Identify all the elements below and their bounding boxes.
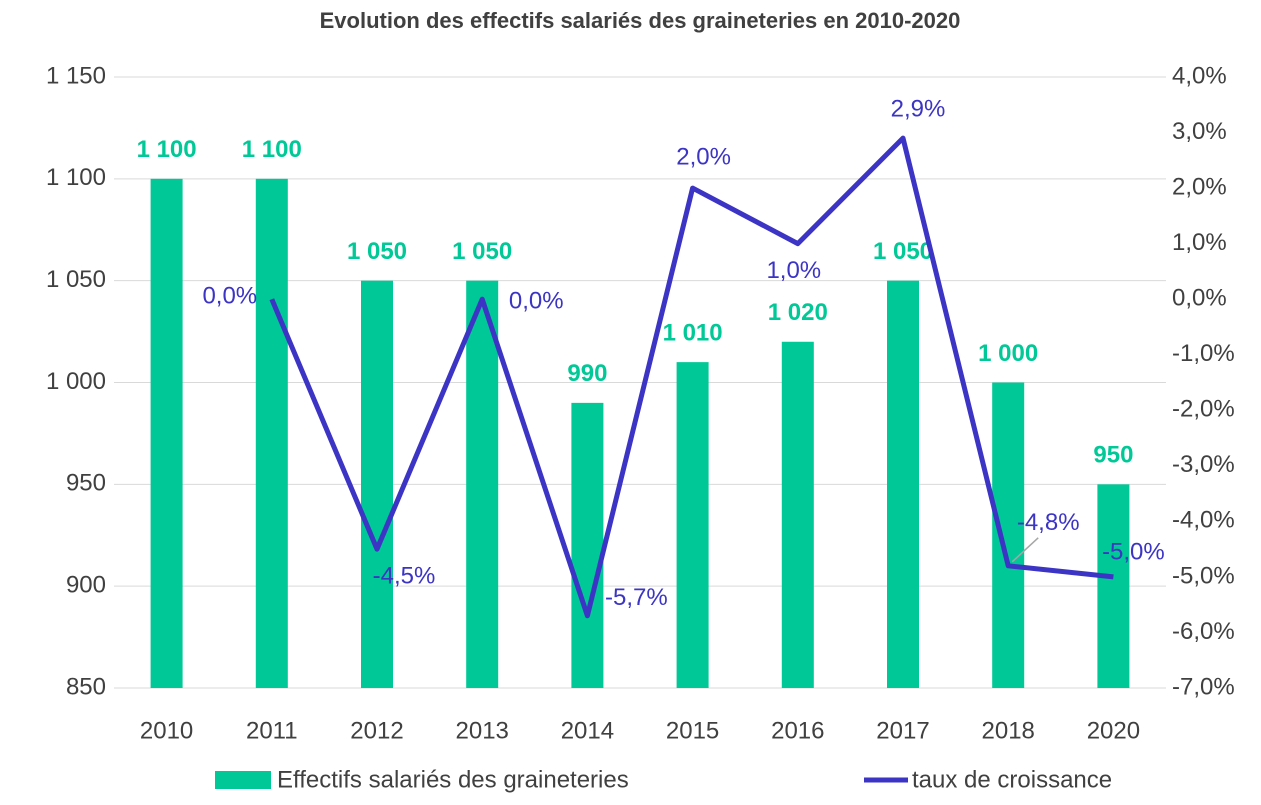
- bar: [887, 280, 919, 688]
- line-value-label: 1,0%: [766, 257, 821, 284]
- line-value-label: -5,7%: [605, 584, 668, 611]
- x-tick-label: 2015: [666, 717, 719, 744]
- y-tick-label: 1 100: [46, 164, 106, 191]
- y-tick-label: 1 150: [46, 62, 106, 89]
- chart-title: Evolution des effectifs salariés des gra…: [320, 8, 961, 33]
- line-value-label: 2,0%: [676, 143, 731, 170]
- bar-value-label: 1 050: [347, 238, 407, 265]
- y-tick-label: 850: [66, 673, 106, 700]
- bar: [361, 280, 393, 688]
- y2-tick-label: -5,0%: [1172, 562, 1235, 589]
- bar-value-label: 1 010: [663, 319, 723, 346]
- y2-tick-label: -1,0%: [1172, 340, 1235, 367]
- line-value-label: 2,9%: [891, 95, 946, 122]
- line-value-label: -4,8%: [1017, 509, 1080, 536]
- x-tick-label: 2010: [140, 717, 193, 744]
- bar: [466, 280, 499, 688]
- x-tick-label: 2017: [876, 717, 929, 744]
- x-tick-label: 2013: [456, 717, 509, 744]
- bar-value-label: 950: [1093, 442, 1133, 469]
- x-tick-label: 2012: [350, 717, 403, 744]
- y2-tick-label: -4,0%: [1172, 507, 1235, 534]
- bar-value-label: 1 020: [768, 299, 828, 326]
- bar-value-label: 1 050: [452, 238, 512, 265]
- y2-tick-label: -2,0%: [1172, 396, 1235, 423]
- line-value-label: 0,0%: [509, 288, 564, 315]
- y2-tick-label: 4,0%: [1172, 62, 1227, 89]
- x-tick-label: 2011: [246, 717, 298, 744]
- x-tick-label: 2020: [1087, 717, 1140, 744]
- bar: [781, 341, 814, 688]
- bar: [676, 362, 709, 688]
- bar: [150, 178, 183, 689]
- legend-swatch: [215, 771, 271, 789]
- x-tick-label: 2014: [561, 717, 614, 744]
- legend-label: taux de croissance: [912, 766, 1112, 793]
- bar-value-label: 1 000: [978, 340, 1038, 367]
- y2-tick-label: -7,0%: [1172, 673, 1235, 700]
- leader-line: [1011, 537, 1039, 563]
- x-tick-label: 2016: [771, 717, 824, 744]
- y2-tick-label: 2,0%: [1172, 173, 1227, 200]
- y2-tick-label: 0,0%: [1172, 285, 1227, 312]
- line-value-label: 0,0%: [202, 283, 257, 310]
- x-tick-label: 2018: [982, 717, 1035, 744]
- y2-tick-label: 3,0%: [1172, 118, 1227, 145]
- bar: [992, 382, 1025, 688]
- y-tick-label: 950: [66, 470, 106, 497]
- bar-value-label: 1 100: [242, 136, 302, 163]
- y2-tick-label: 1,0%: [1172, 229, 1227, 256]
- line: [269, 135, 1114, 619]
- line-value-label: -5,0%: [1102, 538, 1165, 565]
- bar: [571, 402, 604, 688]
- bar-value-label: 990: [567, 360, 607, 387]
- y-tick-label: 1 050: [46, 266, 106, 293]
- bar-value-label: 1 050: [873, 238, 933, 265]
- y2-tick-label: -6,0%: [1172, 618, 1235, 645]
- y2-tick-label: -3,0%: [1172, 451, 1235, 478]
- line-value-label: -4,5%: [373, 562, 436, 589]
- y-tick-label: 900: [66, 572, 106, 599]
- legend-label: Effectifs salariés des graineteries: [277, 766, 629, 793]
- y-tick-label: 1 000: [46, 368, 106, 395]
- bar: [255, 178, 288, 689]
- bar: [1097, 484, 1130, 688]
- bar-value-label: 1 100: [137, 136, 197, 163]
